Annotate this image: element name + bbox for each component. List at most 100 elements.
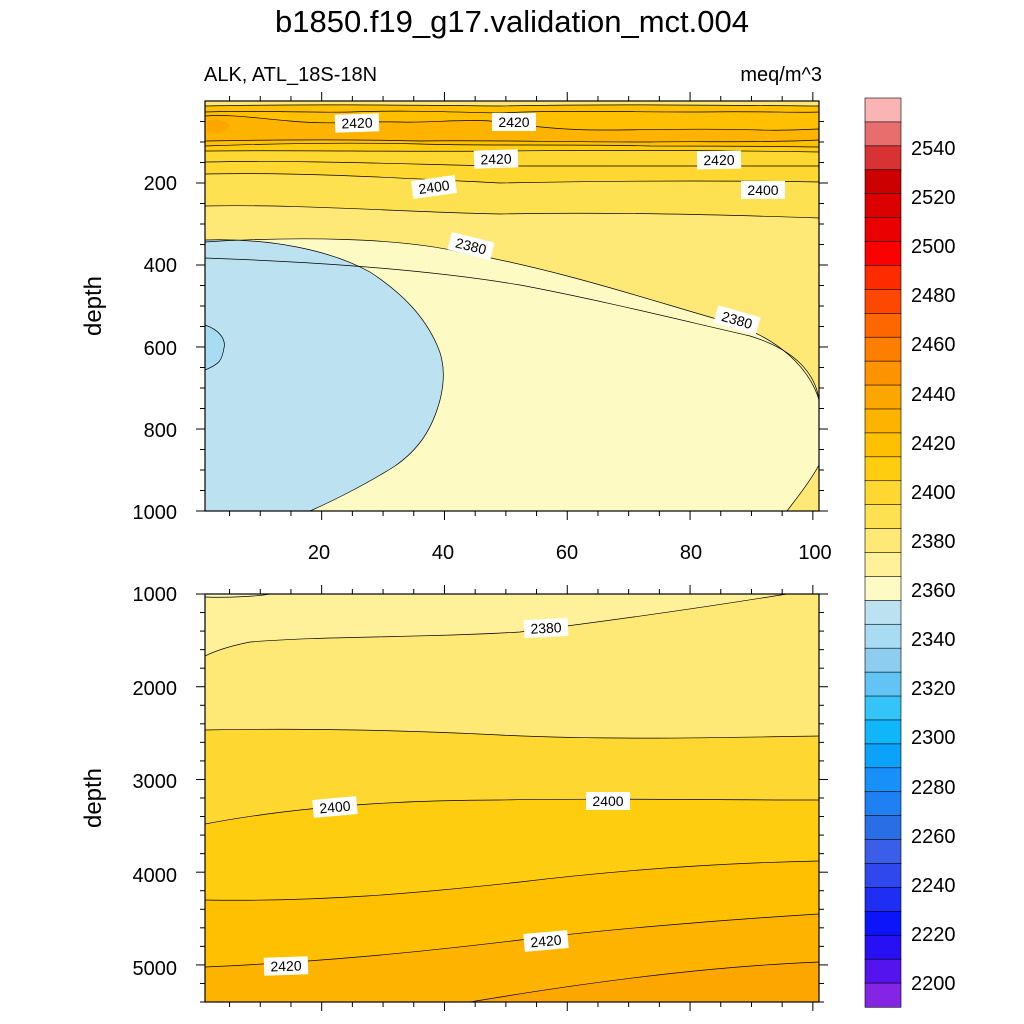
- contour-label: 2420: [703, 152, 735, 169]
- upper-y-axis-title: depth: [80, 276, 107, 336]
- colorbar-swatch: [864, 528, 902, 554]
- colorbar-label: 2280: [911, 777, 956, 799]
- colorbar-label: 2320: [911, 678, 956, 700]
- colorbar-swatch: [864, 193, 902, 219]
- colorbar-swatch: [864, 863, 902, 888]
- contour-label: 2400: [747, 182, 778, 198]
- colorbar-swatch: [864, 791, 902, 817]
- colorbar-swatch: [864, 887, 902, 912]
- colorbar-swatch: [864, 312, 902, 338]
- contour-label: 2400: [592, 793, 623, 809]
- colorbar: [864, 97, 902, 1008]
- colorbar-swatch: [864, 576, 902, 601]
- colorbar-swatch: [864, 289, 902, 314]
- units-label: meq/m^3: [740, 64, 822, 86]
- x-tick-label: 100: [798, 542, 831, 564]
- y-tick-label: 400: [144, 255, 177, 277]
- contour-line: [205, 142, 819, 148]
- colorbar-label: 2400: [911, 482, 956, 504]
- colorbar-swatch: [864, 719, 902, 745]
- colorbar-swatch: [864, 982, 902, 1008]
- colorbar-swatch: [864, 743, 902, 769]
- contour-label: 2420: [480, 150, 512, 167]
- colorbar-label: 2300: [911, 727, 956, 749]
- band-2360-2370: [205, 594, 270, 598]
- colorbar-label: 2340: [911, 629, 956, 651]
- colorbar-swatch: [864, 480, 902, 506]
- upper-y-tick-labels: 200 400 600 800 1000: [133, 173, 178, 524]
- y-tick-label: 4000: [133, 865, 178, 887]
- contour-label: 2420: [341, 114, 373, 131]
- colorbar-swatch: [864, 623, 902, 649]
- contour-line: [205, 173, 819, 184]
- contour-line: [205, 798, 819, 825]
- band-2440-2450: [207, 119, 230, 133]
- contour-label: 2380: [454, 234, 488, 257]
- colorbar-label: 2500: [911, 236, 956, 258]
- colorbar-swatch: [864, 695, 902, 721]
- colorbar-swatch: [864, 265, 902, 290]
- lower-y-tick-labels: 1000 2000 3000 4000 5000: [133, 584, 178, 980]
- colorbar-swatch: [864, 432, 902, 458]
- contour-line: [205, 728, 819, 739]
- colorbar-swatch: [864, 934, 902, 960]
- upper-panel-contour-labels: 2420 2420 2420 2420 2400 2400 2380 2380: [334, 113, 785, 335]
- lower-panel-fill: [205, 594, 819, 1002]
- x-tick-label: 20: [308, 542, 330, 564]
- colorbar-label: 2460: [911, 334, 956, 356]
- upper-panel-fill: [205, 101, 819, 511]
- colorbar-label: 2540: [911, 138, 956, 160]
- colorbar-label: 2520: [911, 187, 956, 209]
- colorbar-swatch: [864, 97, 902, 123]
- x-tick-label: 40: [432, 542, 454, 564]
- colorbar-swatch: [864, 671, 902, 697]
- upper-x-tick-labels: 20 40 60 80 100: [308, 542, 832, 564]
- y-tick-label: 3000: [133, 771, 178, 793]
- contour-label: 2420: [270, 957, 302, 974]
- contour-line: [205, 860, 819, 901]
- x-tick-label: 80: [680, 542, 702, 564]
- contour-label: 2400: [417, 177, 450, 197]
- colorbar-label: 2380: [911, 531, 956, 553]
- contour-line: [205, 594, 788, 657]
- contour-label: 2420: [530, 932, 563, 951]
- band-2370-2380: [205, 594, 787, 656]
- colorbar-swatch: [864, 815, 902, 841]
- y-tick-label: 800: [144, 420, 177, 442]
- colorbar-swatch: [864, 408, 902, 434]
- colorbar-label: 2420: [911, 433, 956, 455]
- contour-line: [469, 961, 819, 1002]
- y-tick-label: 1000: [133, 584, 178, 606]
- colorbar-label: 2220: [911, 924, 956, 946]
- contour-line: [205, 913, 819, 968]
- colorbar-label: 2260: [911, 826, 956, 848]
- colorbar-swatch: [864, 600, 902, 625]
- colorbar-swatch: [864, 958, 902, 984]
- y-tick-label: 200: [144, 173, 177, 195]
- colorbar-label: 2200: [911, 973, 956, 995]
- contour-label: 2380: [530, 619, 562, 637]
- variable-region-label: ALK, ATL_18S-18N: [204, 64, 378, 86]
- y-tick-label: 600: [144, 338, 177, 360]
- colorbar-swatch: [864, 121, 902, 147]
- contour-line: [205, 104, 819, 107]
- colorbar-swatch: [864, 336, 902, 362]
- colorbar-swatch: [864, 767, 902, 793]
- contour-label: 2420: [498, 114, 529, 130]
- band-2350-2360: [205, 239, 444, 511]
- contour-line: [205, 115, 819, 131]
- colorbar-label: 2480: [911, 285, 956, 307]
- contour-line: [205, 324, 225, 371]
- colorbar-swatch: [864, 145, 902, 171]
- colorbar-swatch: [864, 169, 902, 195]
- colorbar-swatch: [864, 552, 902, 578]
- band-2340-2350: [205, 325, 225, 370]
- contour-line: [205, 139, 819, 143]
- colorbar-label: 2240: [911, 875, 956, 897]
- colorbar-swatch: [864, 647, 902, 673]
- colorbar-swatch: [864, 360, 902, 386]
- y-tick-label: 5000: [133, 958, 178, 980]
- y-tick-label: 2000: [133, 678, 178, 700]
- contour-line: [205, 238, 819, 401]
